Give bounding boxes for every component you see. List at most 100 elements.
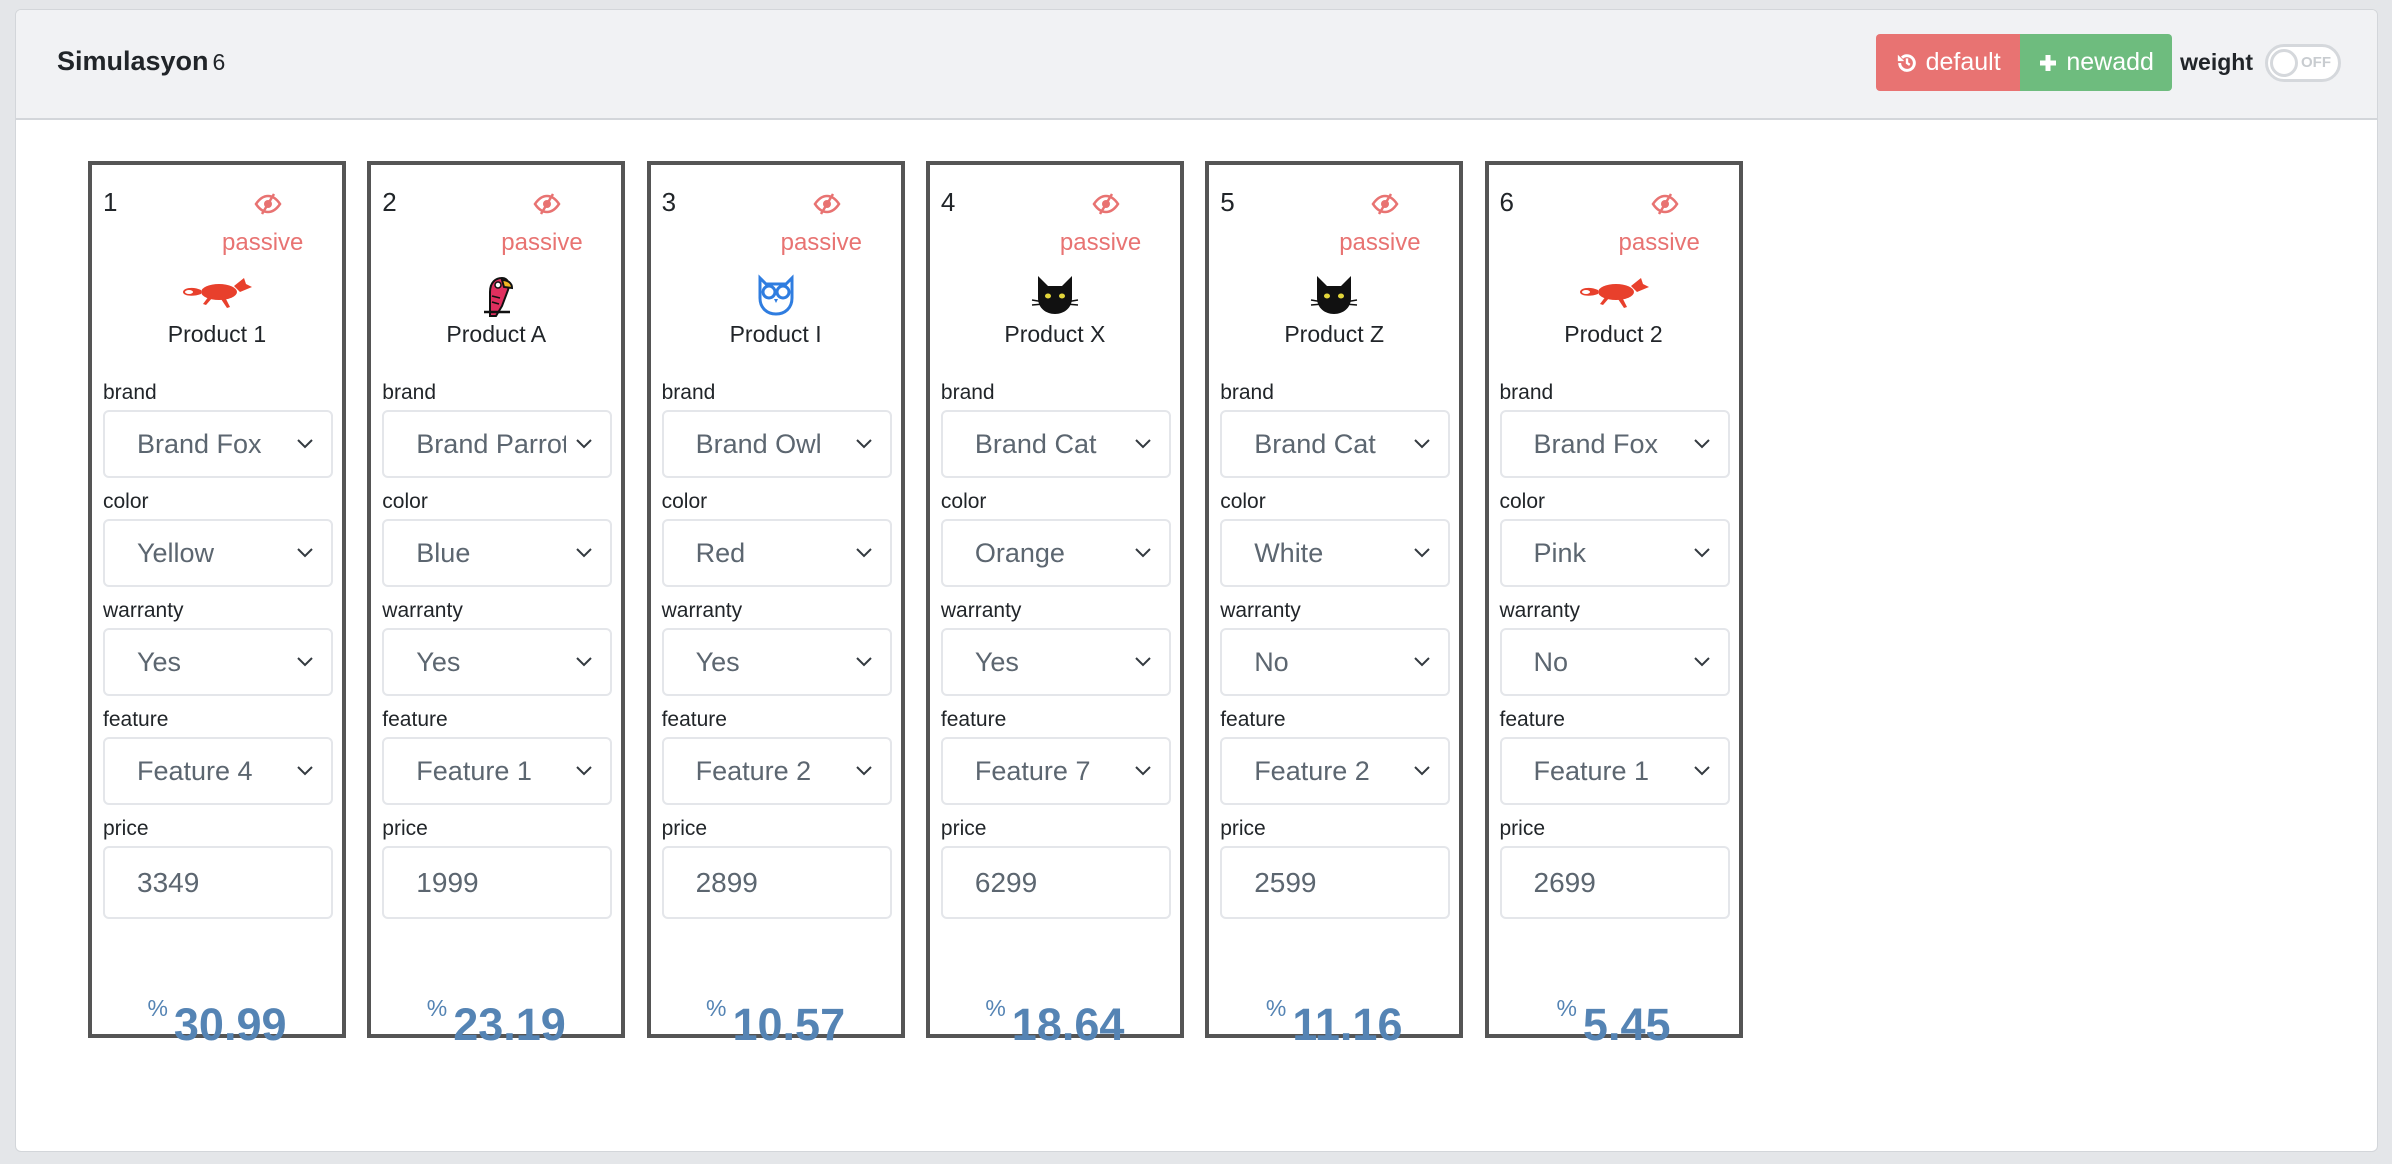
product-name: Product I: [729, 321, 822, 347]
price-label: price: [661, 817, 708, 840]
status-badge[interactable]: passive: [501, 229, 583, 256]
feature-label: feature: [382, 708, 448, 731]
eye-slash-icon[interactable]: [1092, 193, 1120, 215]
panel-header: Simulasyon 6 default newadd weight OFF: [16, 10, 2377, 120]
percent-value: 10.57: [732, 999, 846, 1050]
percent-symbol: %: [985, 995, 1006, 1021]
feature-label: feature: [661, 708, 727, 731]
page-title: Simulasyon 6: [57, 46, 225, 77]
feature-label: feature: [1220, 708, 1286, 731]
warranty-label: warranty: [1499, 599, 1581, 622]
brand-select[interactable]: Brand Cat: [1220, 410, 1451, 478]
color-select[interactable]: Pink: [1499, 519, 1730, 587]
warranty-select[interactable]: Yes: [940, 628, 1171, 696]
warranty-select[interactable]: No: [1499, 628, 1730, 696]
feature-value: Feature 7: [974, 756, 1091, 786]
product-name: Product Z: [1284, 321, 1385, 347]
chevron-down-icon: [287, 739, 323, 803]
color-field: color Pink: [1499, 490, 1730, 587]
color-select[interactable]: Blue: [382, 519, 613, 587]
color-value: Blue: [416, 538, 471, 568]
status-badge[interactable]: passive: [1059, 229, 1142, 256]
chevron-down-icon: [566, 412, 603, 476]
status-badge[interactable]: passive: [222, 229, 304, 256]
brand-field: brand Brand Fox: [103, 381, 333, 478]
brand-label: brand: [1220, 381, 1274, 404]
brand-field: brand Brand Fox: [1499, 381, 1730, 478]
warranty-label: warranty: [382, 599, 463, 622]
status-badge[interactable]: passive: [780, 229, 862, 256]
title-text: Simulasyon: [57, 46, 209, 76]
brand-label: brand: [1499, 381, 1554, 404]
warranty-field: warranty Yes: [940, 599, 1171, 696]
eye-slash-icon[interactable]: [533, 193, 561, 215]
feature-select[interactable]: Feature 1: [382, 737, 613, 805]
weight-toggle[interactable]: OFF: [2265, 43, 2341, 82]
chevron-down-icon: [1404, 412, 1441, 476]
eye-slash-icon[interactable]: [1371, 193, 1399, 215]
color-select[interactable]: Red: [661, 519, 892, 587]
card-index: 4: [940, 187, 956, 217]
chevron-down-icon: [1404, 739, 1441, 803]
feature-select[interactable]: Feature 2: [1220, 737, 1451, 805]
fox-icon: [92, 272, 342, 322]
brand-select[interactable]: Brand Parrot: [382, 410, 613, 478]
newadd-button[interactable]: newadd: [2020, 34, 2173, 91]
price-input[interactable]: 3349: [103, 846, 333, 919]
color-select[interactable]: White: [1220, 519, 1451, 587]
chevron-down-icon: [845, 521, 882, 585]
brand-select[interactable]: Brand Fox: [103, 410, 333, 478]
chevron-down-icon: [1404, 630, 1441, 694]
price-input[interactable]: 2699: [1499, 846, 1730, 919]
warranty-field: warranty No: [1220, 599, 1451, 696]
eye-slash-icon[interactable]: [254, 193, 282, 215]
share-percent: % 5.45: [1489, 995, 1739, 1051]
price-input[interactable]: 6299: [940, 846, 1171, 919]
percent-symbol: %: [426, 995, 448, 1021]
chevron-down-icon: [1124, 412, 1161, 476]
warranty-select[interactable]: No: [1220, 628, 1451, 696]
color-field: color Yellow: [103, 490, 333, 587]
default-button[interactable]: default: [1876, 34, 2021, 91]
simulation-count: 6: [212, 49, 226, 75]
eye-slash-icon[interactable]: [813, 193, 841, 215]
warranty-select[interactable]: Yes: [382, 628, 613, 696]
price-input[interactable]: 1999: [382, 846, 613, 919]
newadd-label: newadd: [2066, 48, 2154, 76]
product-name: Product X: [1004, 321, 1106, 347]
feature-select[interactable]: Feature 4: [103, 737, 333, 805]
product-name: Product 1: [167, 321, 267, 347]
price-input[interactable]: 2899: [661, 846, 892, 919]
brand-select[interactable]: Brand Owl: [661, 410, 892, 478]
brand-value: Brand Cat: [974, 429, 1097, 459]
product-card: 6 passive Product 2 brand Brand Fox colo…: [1484, 161, 1743, 1050]
color-value: Orange: [974, 538, 1065, 568]
price-label: price: [103, 817, 149, 840]
feature-select[interactable]: Feature 1: [1499, 737, 1730, 805]
brand-select[interactable]: Brand Cat: [940, 410, 1171, 478]
price-input[interactable]: 2599: [1220, 846, 1451, 919]
color-select[interactable]: Yellow: [103, 519, 333, 587]
color-value: Red: [695, 538, 746, 568]
product-card: 1 passive Product 1 brand Brand Fox colo…: [88, 161, 346, 1050]
warranty-select[interactable]: Yes: [103, 628, 333, 696]
warranty-value: Yes: [137, 647, 182, 677]
warranty-value: No: [1533, 647, 1569, 677]
warranty-select[interactable]: Yes: [661, 628, 892, 696]
price-label: price: [1499, 817, 1546, 840]
color-select[interactable]: Orange: [940, 519, 1171, 587]
eye-slash-icon[interactable]: [1650, 193, 1679, 215]
feature-select[interactable]: Feature 7: [940, 737, 1171, 805]
chevron-down-icon: [1124, 739, 1161, 803]
status-badge[interactable]: passive: [1339, 229, 1421, 256]
feature-select[interactable]: Feature 2: [661, 737, 892, 805]
brand-value: Brand Fox: [1533, 429, 1659, 459]
percent-value: 5.45: [1582, 999, 1671, 1050]
brand-select[interactable]: Brand Fox: [1499, 410, 1730, 478]
warranty-label: warranty: [661, 599, 743, 622]
brand-label: brand: [382, 381, 437, 404]
status-badge[interactable]: passive: [1618, 229, 1700, 256]
brand-field: brand Brand Owl: [661, 381, 892, 478]
percent-symbol: %: [1556, 995, 1577, 1021]
warranty-label: warranty: [1220, 599, 1301, 622]
